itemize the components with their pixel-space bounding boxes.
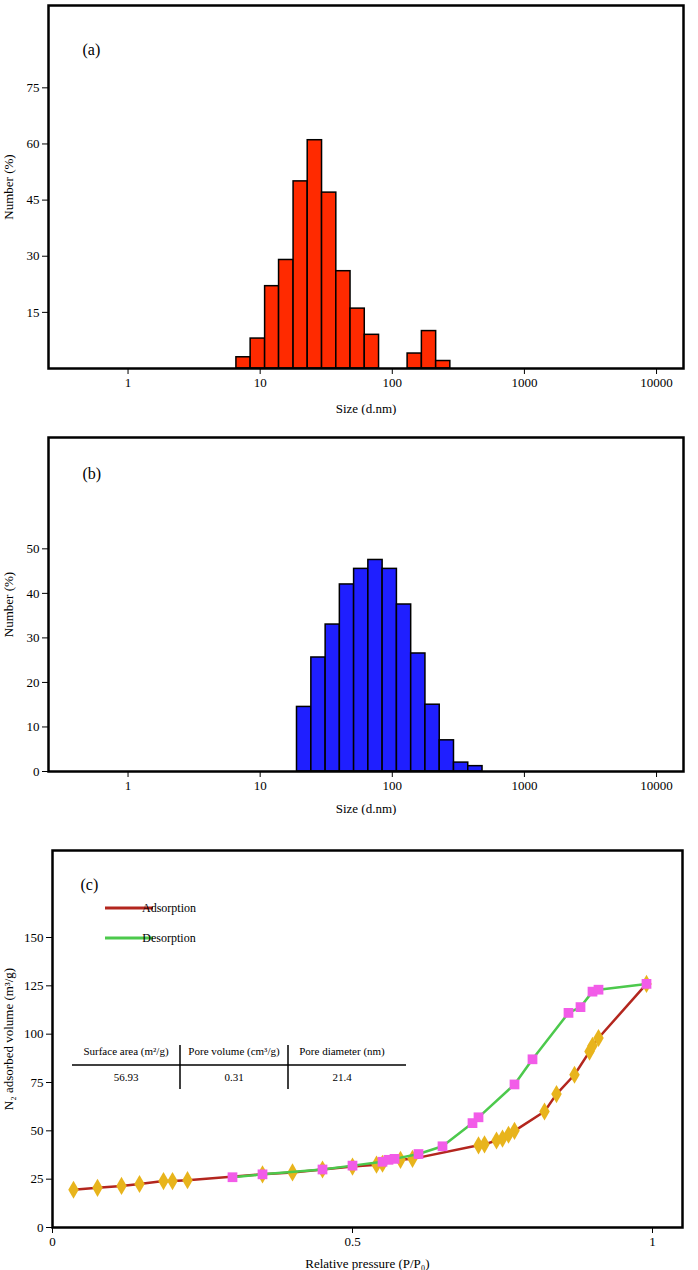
svg-text:150: 150 (24, 930, 44, 945)
svg-text:10: 10 (27, 719, 40, 734)
svg-text:Pore diameter (nm): Pore diameter (nm) (299, 1045, 385, 1058)
svg-text:15: 15 (27, 305, 40, 320)
svg-text:Desorption: Desorption (142, 931, 195, 945)
svg-text:0: 0 (37, 1220, 44, 1235)
svg-text:0: 0 (33, 764, 40, 779)
svg-text:1: 1 (649, 1234, 656, 1249)
svg-text:30: 30 (27, 630, 40, 645)
svg-text:N₂ adsorbed volume (m³/g): N₂ adsorbed volume (m³/g) (1, 968, 16, 1110)
svg-text:30: 30 (27, 248, 40, 263)
svg-text:(a): (a) (83, 41, 101, 59)
svg-text:Relative pressure (P/P₀): Relative pressure (P/P₀) (305, 1256, 429, 1270)
svg-text:125: 125 (24, 978, 44, 993)
svg-text:10: 10 (254, 778, 267, 793)
svg-text:0: 0 (49, 1234, 56, 1249)
svg-text:75: 75 (27, 80, 40, 95)
svg-text:21.4: 21.4 (332, 1071, 352, 1083)
svg-text:60: 60 (27, 136, 40, 151)
svg-text:40: 40 (27, 586, 40, 601)
svg-text:(b): (b) (83, 465, 102, 483)
svg-text:100: 100 (24, 1026, 44, 1041)
svg-text:25: 25 (31, 1171, 44, 1186)
svg-text:1000: 1000 (511, 778, 537, 793)
svg-text:Adsorption: Adsorption (142, 901, 196, 915)
svg-text:1: 1 (125, 375, 132, 390)
svg-text:10: 10 (254, 375, 267, 390)
svg-text:75: 75 (31, 1075, 44, 1090)
svg-text:Pore volume (cm³/g): Pore volume (cm³/g) (188, 1045, 280, 1058)
svg-text:10000: 10000 (640, 375, 673, 390)
svg-text:45: 45 (27, 192, 40, 207)
svg-text:Size (d.nm): Size (d.nm) (336, 401, 397, 416)
svg-text:(c): (c) (81, 876, 99, 894)
svg-text:10000: 10000 (640, 778, 673, 793)
svg-text:100: 100 (383, 375, 403, 390)
svg-text:50: 50 (31, 1123, 44, 1138)
svg-text:Surface area (m²/g): Surface area (m²/g) (83, 1045, 168, 1058)
svg-text:0.31: 0.31 (224, 1071, 243, 1083)
svg-text:50: 50 (27, 541, 40, 556)
svg-text:Size (d.nm): Size (d.nm) (336, 801, 397, 816)
svg-text:20: 20 (27, 675, 40, 690)
svg-text:100: 100 (383, 778, 403, 793)
svg-text:56.93: 56.93 (114, 1071, 139, 1083)
svg-text:Number (%): Number (%) (1, 572, 16, 637)
svg-text:0.5: 0.5 (344, 1234, 360, 1249)
svg-text:Number (%): Number (%) (1, 154, 16, 219)
svg-text:1000: 1000 (511, 375, 537, 390)
svg-text:1: 1 (125, 778, 132, 793)
